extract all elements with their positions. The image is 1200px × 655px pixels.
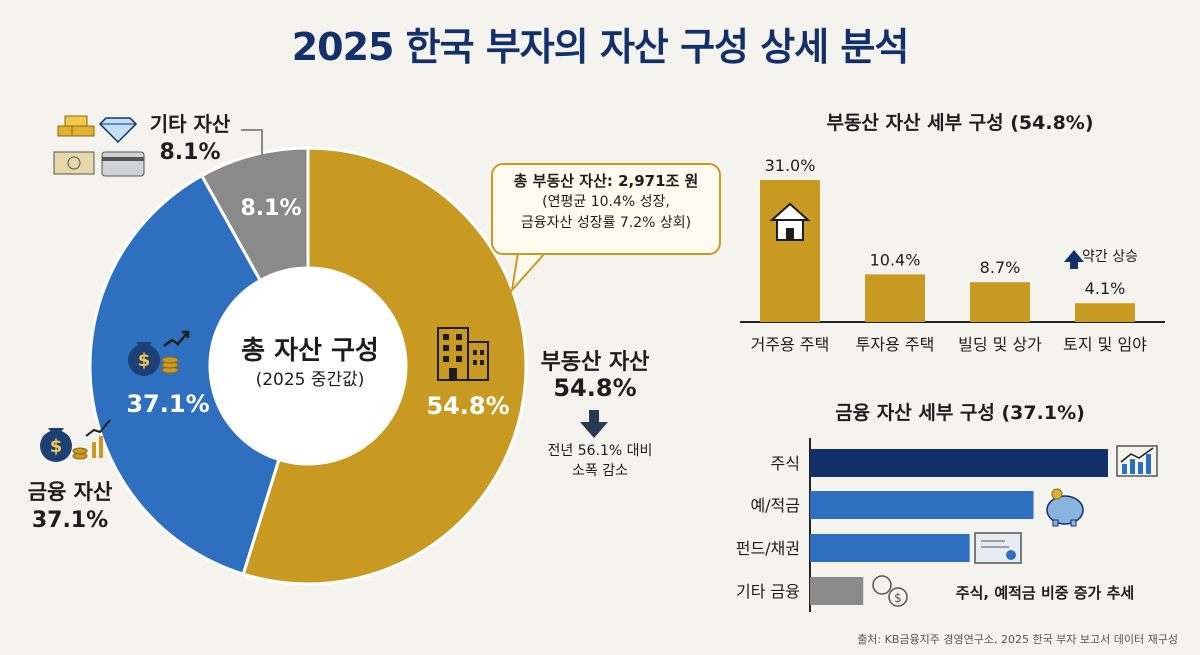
svg-text:$: $ [138, 350, 151, 371]
realestate-bar [760, 180, 820, 322]
realestate-category-label: 거주용 주택 [751, 335, 830, 354]
down-arrow-icon [580, 410, 608, 438]
other-inner-label: 8.1% [240, 196, 302, 221]
other-callout-line [241, 129, 263, 158]
piggy-bank-icon [1046, 488, 1084, 527]
up-arrow-icon [1064, 250, 1084, 269]
financial-category-label: 기타 금융 [736, 582, 800, 601]
donut-center-title: 총 자산 구성 [241, 336, 379, 366]
donut-slice-real-estate [241, 146, 528, 586]
financial-category-label: 예/적금 [750, 496, 800, 515]
chart-trend-icon [1116, 445, 1158, 477]
financial-bar [810, 449, 1108, 477]
realestate-bar [865, 274, 925, 322]
other-name-label: 기타 자산 [149, 112, 231, 136]
financial-bar [810, 491, 1034, 519]
realestate-bar-chart: 31.0% 거주용 주택 10.4% 투자용 주택 8.7% 빌딩 및 상가 4.1% 토지 … [740, 156, 1165, 354]
house-icon-door [786, 228, 794, 240]
donut-chart [88, 146, 528, 586]
bubble-tail [510, 252, 548, 294]
real-estate-inner-label: 54.8% [426, 392, 510, 420]
financial-bar [810, 534, 970, 562]
financial-bar [810, 577, 864, 605]
building-icon [437, 327, 489, 381]
realestate-category-label: 투자용 주택 [856, 335, 935, 354]
donut-hole [211, 269, 405, 463]
real-estate-callout: 총 부동산 자산: 2,971조 원 (연평균 10.4% 성장, 금융자산 성… [491, 163, 721, 255]
decline-line2: 소폭 감소 [572, 463, 628, 479]
callout-line3: 금융자산 성장률 7.2% 상회) [520, 215, 692, 231]
diamond-icon [98, 117, 138, 144]
financial-panel-title: 금융 자산 세부 구성 (37.1%) [835, 402, 1085, 424]
realestate-bar [1075, 303, 1135, 322]
realestate-value-label: 31.0% [765, 156, 816, 175]
realestate-panel-title: 부동산 자산 세부 구성 (54.8%) [826, 112, 1094, 134]
realestate-value-label: 10.4% [870, 250, 921, 269]
real-estate-pct-label: 54.8% [553, 374, 637, 402]
money-bag-icon: $ [40, 419, 111, 462]
cash-icon [53, 151, 95, 175]
financial-category-label: 주식 [771, 454, 800, 473]
callout-line1: 총 부동산 자산: 2,971조 원 [513, 172, 699, 190]
decline-line1: 전년 56.1% 대비 [547, 443, 653, 459]
svg-text:$: $ [50, 436, 63, 457]
donut-slice-financial [88, 173, 281, 577]
realestate-category-label: 빌딩 및 상가 [958, 335, 1042, 354]
other-pct-label: 8.1% [159, 140, 221, 165]
donut-center-sub: (2025 중간값) [255, 370, 365, 390]
real-estate-name-label: 부동산 자산 [540, 350, 650, 375]
gold-bars-icon [57, 115, 95, 137]
donut-slice-other [199, 146, 310, 283]
realestate-value-label: 8.7% [980, 258, 1021, 277]
callout-line2: (연평균 10.4% 성장, [542, 194, 670, 210]
realestate-category-label: 토지 및 임야 [1063, 335, 1147, 354]
financial-pct-label: 37.1% [31, 508, 109, 533]
financial-category-label: 펀드/채권 [736, 539, 800, 558]
realestate-value-label: 4.1% [1085, 279, 1126, 298]
source-note: 출처: KB금융지주 경영연구소, 2025 한국 부자 보고서 데이터 재구성 [857, 633, 1178, 646]
realestate-note: 약간 상승 [1082, 249, 1138, 265]
certificate-icon [974, 532, 1022, 564]
page-title: 2025 한국 부자의 자산 구성 상세 분석 [291, 25, 910, 69]
financial-note: 주식, 예적금 비중 증가 추세 [955, 584, 1135, 602]
coins-people-icon: $ [872, 575, 908, 607]
financial-name-label: 금융 자산 [27, 480, 113, 504]
money-bag-icon: $ [128, 330, 190, 376]
financial-inner-label: 37.1% [126, 390, 210, 418]
realestate-bar [970, 282, 1030, 322]
svg-text:$: $ [894, 591, 902, 605]
card-icon [101, 151, 145, 177]
